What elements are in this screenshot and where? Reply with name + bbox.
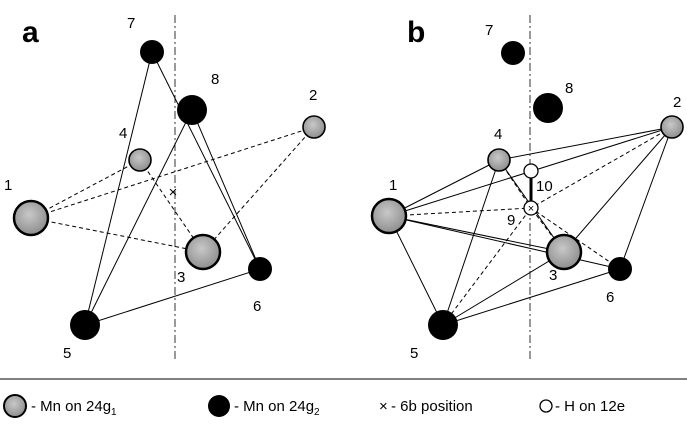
panel-b-solid-edge-2-3: [563, 126, 673, 253]
panel-b-solid-edge-1-4: [388, 159, 500, 217]
legend-item-6b: × - 6b position: [379, 398, 473, 415]
panel-a-label-6: 6: [253, 298, 261, 315]
panel-b-solid-edge-2-6: [619, 126, 673, 270]
panel-a-label-7: 7: [127, 15, 135, 32]
panel-b-solid-edge-1-6: [388, 215, 621, 270]
panel-b-atom-4: [487, 148, 511, 172]
panel-a-atom-3: [184, 233, 222, 271]
panel-b-label-8: 8: [565, 80, 573, 97]
panel-a-solid-edge-7-5: [84, 51, 153, 326]
panel-b-label-7: 7: [485, 22, 493, 39]
panel-b-atom-5: [428, 310, 458, 340]
panel-b-label-5: 5: [410, 345, 418, 362]
panel-a-dashed-edge-1-3: [30, 217, 204, 253]
panel-b-label-6: 6: [606, 289, 614, 306]
panel-a-atom-4: [128, 148, 152, 172]
legend-gray-circle-icon: [3, 394, 27, 418]
panel-a-label-2: 2: [309, 87, 317, 104]
panel-b-letter: b: [407, 16, 425, 49]
legend-black-circle-icon: [208, 395, 230, 417]
panel-b-atom-6: [608, 257, 632, 281]
panel-b-solid-edge-1-5: [388, 215, 444, 326]
panel-a-dashed-edge-1-2: [30, 126, 315, 219]
panel-b-atom-7: [501, 41, 525, 65]
panel-b-label-1: 1: [389, 177, 397, 194]
legend-cross-icon: ×: [379, 398, 388, 415]
panel-a-6b-marker: ×: [169, 184, 178, 201]
panel-b-dashed-edge-5-9: [442, 207, 532, 326]
legend-text-h: - H on 12e: [555, 398, 625, 415]
panel-a-dashed-edges: [30, 126, 315, 253]
panel-b: b × 1 2 3 4 5 6 7 8 9 10: [370, 15, 684, 362]
panel-a-atom-2: [302, 115, 326, 139]
panel-a-label-8: 8: [211, 71, 219, 88]
legend-item-g2: - Mn on 24g2: [208, 395, 320, 418]
panel-b-dashed-edge-2-9: [530, 126, 673, 209]
panel-b-6b-marker: ×: [528, 203, 534, 215]
panel-b-solid-edge-5-3: [442, 251, 565, 326]
panel-b-solid-edge-4-5: [442, 159, 500, 326]
legend: - Mn on 24g1 - Mn on 24g2 × - 6b positio…: [3, 394, 625, 418]
panel-b-atoms: ×: [370, 41, 684, 340]
panel-a-atoms: [12, 40, 326, 340]
panel-a-atom-1: [12, 199, 50, 237]
panel-a-dashed-edge-4-3: [139, 159, 204, 253]
panel-a: a × 1 2 3 4 5 6 7 8: [4, 15, 326, 362]
panel-b-solid-edges: [388, 126, 673, 326]
panel-b-label-3: 3: [549, 267, 557, 284]
panel-b-atom-9: [523, 200, 539, 216]
panel-b-atom-10: [523, 163, 539, 179]
panel-a-solid-edge-7-6: [151, 51, 261, 270]
panel-b-label-10: 10: [536, 178, 553, 195]
panel-a-atom-8: [177, 95, 207, 125]
panel-b-dashed-edge-6-9: [530, 207, 621, 270]
panel-b-dashed-edge-1-9: [388, 207, 532, 217]
panel-b-label-9: 9: [507, 212, 515, 229]
legend-open-circle-icon: [539, 399, 553, 413]
legend-text-g2: - Mn on 24g2: [234, 398, 320, 418]
panel-b-label-4: 4: [494, 126, 502, 143]
legend-text-6b: - 6b position: [391, 398, 473, 415]
panel-b-solid-edge-4-2: [498, 126, 673, 161]
panel-a-label-5: 5: [63, 345, 71, 362]
panel-b-solid-edge-5-6: [442, 268, 621, 326]
panel-b-solid-edge-1-3: [388, 215, 565, 253]
panel-a-label-4: 4: [119, 125, 127, 142]
panel-a-letter: a: [22, 16, 39, 49]
panel-a-solid-edges: [84, 51, 261, 326]
panel-a-solid-edge-5-6: [84, 268, 261, 326]
panel-b-label-2: 2: [673, 94, 681, 111]
panel-a-dashed-edge-2-3: [202, 126, 315, 253]
panel-a-atom-labels: 1 2 3 4 5 6 7 8: [4, 15, 317, 362]
panel-b-atom-8: [533, 93, 563, 123]
panel-a-label-1: 1: [4, 177, 12, 194]
panel-a-solid-edge-8-5: [84, 109, 193, 326]
legend-text-g1: - Mn on 24g1: [31, 398, 117, 418]
panel-a-atom-6: [248, 257, 272, 281]
panel-a-label-3: 3: [177, 269, 185, 286]
panel-b-atom-labels: 1 2 3 4 5 6 7 8 9 10: [389, 22, 681, 362]
panel-b-atom-1: [370, 197, 408, 235]
panel-a-solid-edge-8-6: [191, 109, 261, 270]
panel-a-atom-5: [70, 310, 100, 340]
legend-item-h: - H on 12e: [539, 398, 625, 415]
panel-a-atom-7: [140, 40, 164, 64]
panel-b-atom-2: [660, 115, 684, 139]
legend-item-g1: - Mn on 24g1: [3, 394, 117, 418]
panel-b-atom-3: [545, 233, 583, 271]
